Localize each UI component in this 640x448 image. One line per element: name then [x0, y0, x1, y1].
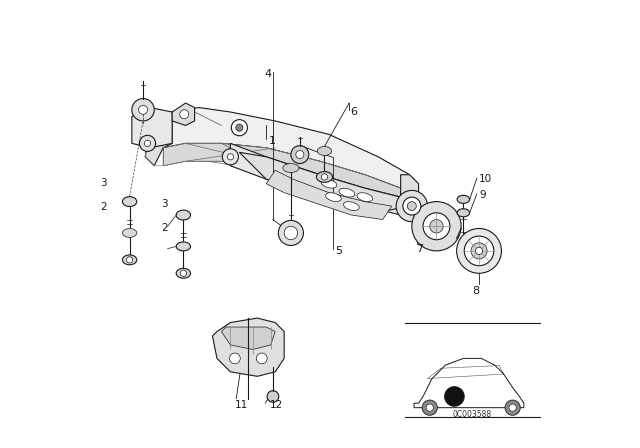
- Text: 10: 10: [479, 174, 492, 184]
- Circle shape: [471, 243, 487, 259]
- Polygon shape: [212, 318, 284, 376]
- Text: 2: 2: [100, 202, 107, 212]
- Text: 3: 3: [161, 199, 168, 209]
- Polygon shape: [401, 175, 419, 206]
- Ellipse shape: [326, 193, 341, 202]
- Polygon shape: [239, 152, 410, 211]
- Circle shape: [430, 220, 444, 233]
- Circle shape: [180, 270, 186, 276]
- Polygon shape: [145, 112, 172, 166]
- Polygon shape: [418, 233, 428, 246]
- Ellipse shape: [357, 193, 372, 202]
- Text: 2: 2: [161, 224, 168, 233]
- Circle shape: [403, 197, 421, 215]
- Ellipse shape: [457, 209, 470, 217]
- Text: 3: 3: [100, 178, 107, 188]
- Circle shape: [445, 387, 464, 406]
- Polygon shape: [230, 143, 410, 215]
- Polygon shape: [266, 170, 392, 220]
- Circle shape: [412, 202, 461, 251]
- Ellipse shape: [176, 242, 191, 251]
- Ellipse shape: [122, 197, 137, 207]
- Circle shape: [222, 149, 239, 165]
- Circle shape: [138, 105, 147, 114]
- Polygon shape: [163, 143, 401, 202]
- Circle shape: [476, 247, 483, 254]
- Ellipse shape: [122, 255, 137, 265]
- Circle shape: [230, 353, 240, 364]
- Ellipse shape: [122, 228, 137, 237]
- Circle shape: [464, 236, 494, 266]
- Circle shape: [505, 400, 520, 415]
- Circle shape: [227, 154, 234, 160]
- Ellipse shape: [283, 164, 299, 172]
- Circle shape: [426, 404, 433, 411]
- Polygon shape: [419, 204, 428, 220]
- Ellipse shape: [317, 146, 332, 155]
- Ellipse shape: [176, 210, 191, 220]
- Text: 12: 12: [270, 401, 283, 410]
- Ellipse shape: [176, 268, 191, 278]
- Circle shape: [231, 120, 248, 136]
- Circle shape: [145, 140, 150, 146]
- Circle shape: [127, 257, 132, 263]
- Ellipse shape: [316, 172, 333, 182]
- Circle shape: [396, 190, 428, 222]
- Polygon shape: [172, 103, 195, 125]
- Text: 9: 9: [479, 190, 486, 200]
- Ellipse shape: [344, 202, 359, 211]
- Circle shape: [321, 174, 328, 180]
- Text: 5: 5: [335, 246, 342, 256]
- Circle shape: [140, 135, 156, 151]
- Text: 11: 11: [235, 401, 248, 410]
- Ellipse shape: [339, 188, 355, 197]
- Text: 6: 6: [351, 107, 358, 117]
- Polygon shape: [132, 108, 172, 148]
- Circle shape: [296, 151, 304, 159]
- Circle shape: [267, 391, 279, 402]
- Text: 7: 7: [416, 244, 424, 254]
- Circle shape: [284, 226, 298, 240]
- Polygon shape: [145, 108, 410, 188]
- Circle shape: [457, 228, 502, 273]
- Circle shape: [422, 400, 437, 415]
- Circle shape: [423, 213, 450, 240]
- Polygon shape: [221, 327, 275, 349]
- Circle shape: [509, 404, 516, 411]
- Text: 0C003588: 0C003588: [452, 410, 492, 419]
- Text: 4: 4: [264, 69, 271, 79]
- Circle shape: [278, 220, 303, 246]
- Circle shape: [257, 353, 267, 364]
- Text: 1: 1: [269, 136, 275, 146]
- Circle shape: [236, 124, 243, 131]
- Circle shape: [180, 110, 189, 119]
- Ellipse shape: [321, 179, 337, 188]
- Circle shape: [407, 202, 416, 211]
- Ellipse shape: [457, 195, 470, 203]
- Text: 8: 8: [472, 286, 479, 296]
- Circle shape: [132, 99, 154, 121]
- Circle shape: [291, 146, 308, 164]
